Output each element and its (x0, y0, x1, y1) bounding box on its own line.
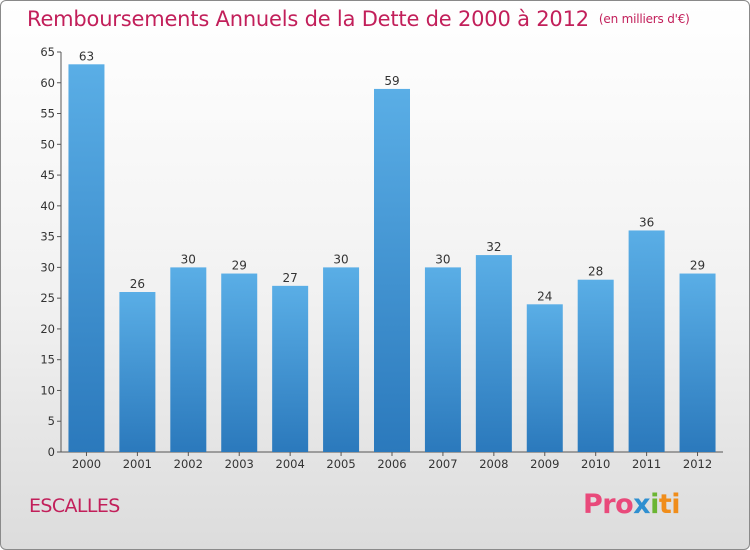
data-label-2011: 36 (639, 215, 654, 229)
bar-2008 (475, 255, 512, 452)
chart-title: Remboursements Annuels de la Dette de 20… (27, 7, 690, 31)
bar-2004 (272, 285, 309, 452)
data-label-2005: 30 (333, 252, 348, 266)
x-tick-label-2007: 2007 (428, 457, 457, 471)
x-tick-label-2012: 2012 (683, 457, 712, 471)
bar-2007 (424, 267, 461, 452)
commune-name: ESCALLES (29, 495, 120, 517)
y-tick-label: 30 (40, 260, 55, 274)
data-label-2002: 30 (181, 252, 196, 266)
x-tick-label-2000: 2000 (72, 457, 101, 471)
data-label-2001: 26 (130, 277, 145, 291)
x-tick-label-2005: 2005 (326, 457, 355, 471)
y-tick-label: 25 (40, 291, 55, 305)
x-tick-label-2004: 2004 (276, 457, 305, 471)
chart-labels: 63 26 30 29 27 30 59 30 32 24 28 36 29 (79, 49, 705, 303)
y-tick-label: 40 (40, 199, 55, 213)
data-label-2006: 59 (384, 74, 399, 88)
bar-2009 (526, 304, 563, 452)
x-tick-label-2008: 2008 (479, 457, 508, 471)
y-tick-label: 50 (40, 137, 55, 151)
y-tick-label: 65 (40, 45, 55, 59)
chart-bars (68, 64, 716, 453)
chart-unit: (en milliers d'€) (598, 12, 690, 26)
proxiti-logo: Proxiti (583, 489, 681, 520)
y-tick-label: 5 (48, 414, 55, 428)
bar-2006 (374, 88, 410, 452)
data-label-2007: 30 (435, 252, 450, 266)
bar-2003 (221, 273, 258, 452)
data-label-2012: 29 (690, 259, 705, 273)
bar-2001 (119, 292, 156, 452)
bar-2002 (170, 267, 207, 452)
y-tick-label: 35 (40, 230, 55, 244)
bar-2011 (628, 230, 665, 452)
chart-axes: 0 5 10 15 20 25 30 35 40 45 50 55 60 65 2000 2001 2002 20… (40, 45, 723, 471)
data-label-2003: 29 (232, 259, 247, 273)
data-label-2008: 32 (486, 240, 501, 254)
y-tick-label: 0 (48, 445, 55, 459)
x-tick-label-2003: 2003 (225, 457, 254, 471)
x-tick-label-2011: 2011 (632, 457, 661, 471)
y-tick-label: 60 (40, 76, 55, 90)
x-tick-label-2002: 2002 (174, 457, 203, 471)
data-label-2000: 63 (79, 49, 94, 63)
bar-2000 (68, 64, 105, 453)
y-tick-label: 15 (40, 353, 55, 367)
y-tick-label: 20 (40, 322, 55, 336)
data-label-2004: 27 (283, 271, 298, 285)
bar-2012 (679, 273, 716, 452)
x-tick-label-2006: 2006 (377, 457, 406, 471)
x-tick-label-2009: 2009 (530, 457, 559, 471)
data-label-2009: 24 (537, 289, 552, 303)
y-tick-label: 55 (40, 107, 55, 121)
chart-title-text: Remboursements Annuels de la Dette de 20… (27, 7, 589, 31)
y-tick-label: 10 (40, 383, 55, 397)
x-tick-label-2010: 2010 (581, 457, 610, 471)
data-label-2010: 28 (588, 265, 603, 279)
y-tick-label: 45 (40, 168, 55, 182)
x-tick-label-2001: 2001 (123, 457, 152, 471)
bar-2010 (577, 279, 614, 452)
bar-2005 (323, 267, 360, 452)
